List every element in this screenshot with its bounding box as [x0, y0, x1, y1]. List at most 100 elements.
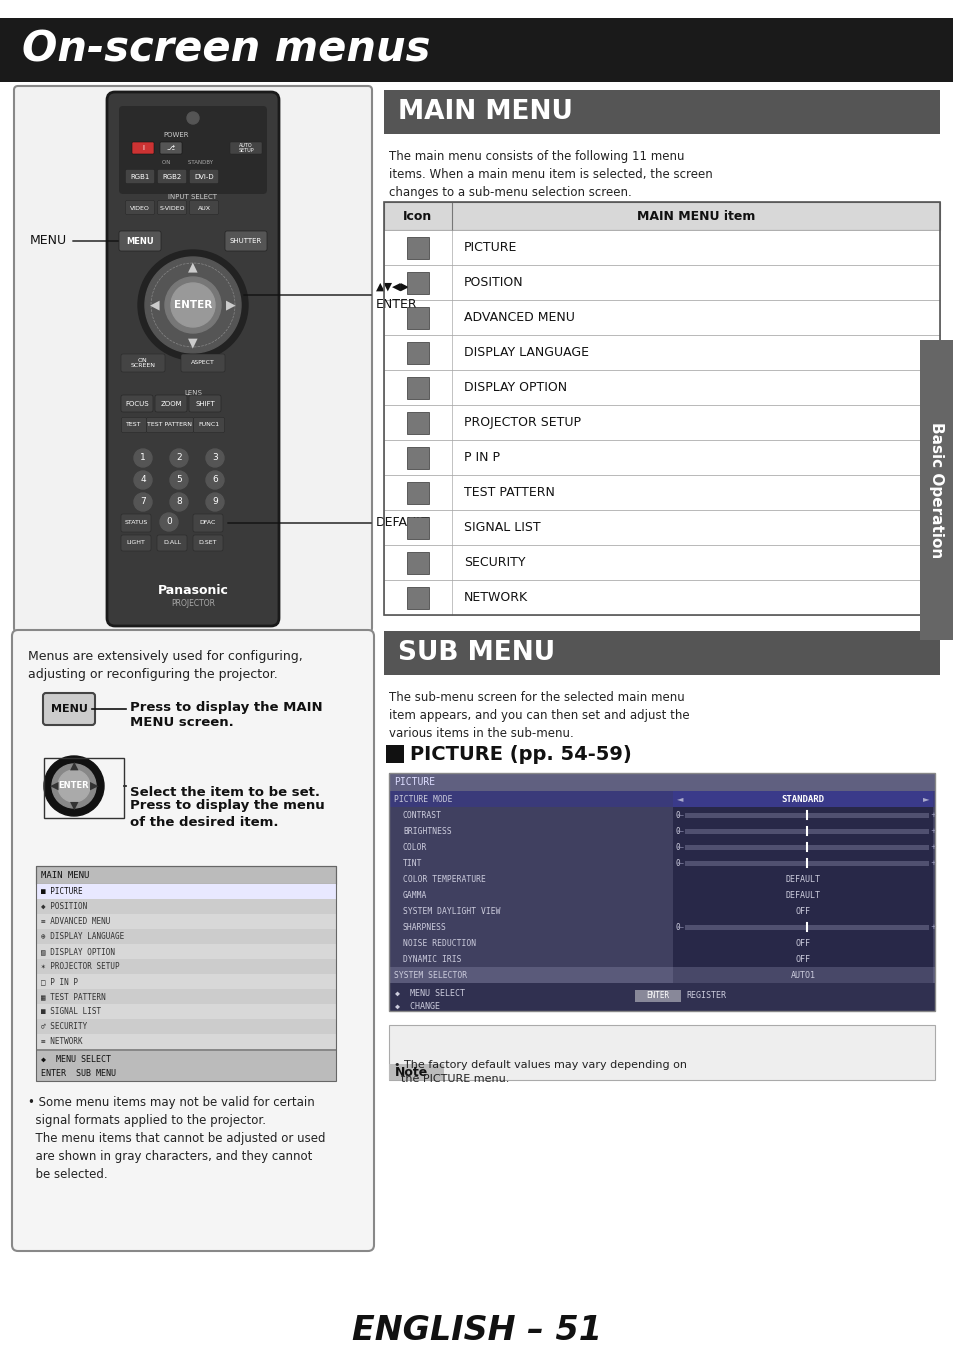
Text: ▲▼◀▶: ▲▼◀▶	[375, 282, 410, 292]
Text: ENTER: ENTER	[59, 782, 90, 791]
Text: POSITION: POSITION	[463, 275, 523, 289]
Bar	[389, 919, 934, 936]
Circle shape	[206, 471, 224, 489]
Bar	[407, 412, 429, 433]
Bar	[384, 90, 939, 134]
Bar	[36, 899, 335, 914]
Bar	[672, 950, 932, 967]
Text: ENTER: ENTER	[173, 300, 212, 310]
Text: AUTO
SETUP: AUTO SETUP	[238, 143, 253, 154]
Bar	[36, 929, 335, 944]
Text: 3: 3	[212, 454, 217, 463]
Bar	[389, 936, 934, 950]
Bar	[389, 824, 934, 838]
Text: Press to display the MAIN
MENU screen.: Press to display the MAIN MENU screen.	[130, 701, 322, 729]
Text: ►: ►	[922, 795, 928, 803]
Text: S-VIDEO: S-VIDEO	[159, 205, 185, 211]
Bar	[672, 807, 932, 824]
FancyBboxPatch shape	[121, 514, 151, 532]
Bar	[389, 1064, 443, 1080]
Circle shape	[133, 450, 152, 467]
Text: DEFAULT: DEFAULT	[784, 891, 820, 899]
Text: ▼: ▼	[188, 336, 197, 350]
Text: ▲: ▲	[188, 261, 197, 274]
Bar	[672, 824, 932, 838]
Bar	[384, 300, 939, 335]
Bar	[389, 950, 934, 967]
Circle shape	[133, 493, 152, 512]
Bar	[407, 306, 429, 328]
Text: ▲: ▲	[70, 761, 78, 771]
Bar	[389, 791, 934, 807]
Text: PROJECTOR: PROJECTOR	[171, 599, 214, 609]
Text: 0: 0	[166, 517, 172, 526]
Text: PICTURE: PICTURE	[394, 778, 435, 787]
Bar	[407, 271, 429, 293]
Text: +: +	[929, 844, 935, 850]
Bar	[634, 990, 680, 1002]
Text: ◆  MENU SELECT: ◆ MENU SELECT	[395, 988, 464, 998]
Text: GAMMA: GAMMA	[402, 891, 427, 899]
Bar	[672, 919, 932, 936]
Text: ■ SIGNAL LIST: ■ SIGNAL LIST	[41, 1007, 101, 1017]
Bar	[384, 510, 939, 545]
Text: ASPECT: ASPECT	[191, 360, 214, 366]
Text: • The factory default values may vary depending on
  the PICTURE menu.: • The factory default values may vary de…	[394, 1060, 686, 1084]
Bar	[384, 545, 939, 580]
Text: ▨ DISPLAY OPTION: ▨ DISPLAY OPTION	[41, 946, 115, 956]
Bar	[407, 482, 429, 504]
FancyBboxPatch shape	[43, 693, 95, 725]
Bar	[389, 807, 934, 824]
Text: ▶: ▶	[90, 782, 98, 791]
Bar	[36, 1034, 335, 1049]
Text: 0: 0	[676, 859, 679, 868]
FancyBboxPatch shape	[121, 354, 165, 373]
Text: OFF: OFF	[795, 938, 810, 948]
Text: DFAC: DFAC	[199, 521, 216, 525]
FancyBboxPatch shape	[181, 354, 225, 373]
Text: FUNC1: FUNC1	[198, 423, 219, 428]
Bar	[672, 936, 932, 950]
Text: SHIFT: SHIFT	[195, 401, 214, 406]
Bar	[384, 335, 939, 370]
Text: BRIGHTNESS: BRIGHTNESS	[402, 826, 452, 836]
Text: • Some menu items may not be valid for certain
  signal formats applied to the p: • Some menu items may not be valid for c…	[28, 1096, 325, 1181]
Circle shape	[160, 513, 178, 531]
Text: ▶: ▶	[226, 298, 235, 312]
Circle shape	[44, 756, 104, 815]
Text: MENU: MENU	[126, 236, 153, 246]
Bar	[672, 855, 932, 871]
Text: RGB1: RGB1	[131, 174, 150, 180]
FancyBboxPatch shape	[121, 396, 152, 412]
Text: —: —	[677, 844, 683, 850]
Text: TEST PATTERN: TEST PATTERN	[463, 486, 555, 500]
Bar	[384, 630, 939, 675]
Bar	[384, 370, 939, 405]
Text: SECURITY: SECURITY	[463, 556, 525, 568]
Circle shape	[138, 250, 248, 360]
FancyBboxPatch shape	[12, 630, 374, 1251]
Text: 6: 6	[212, 475, 217, 485]
FancyBboxPatch shape	[157, 201, 186, 215]
Bar	[407, 586, 429, 609]
FancyBboxPatch shape	[107, 92, 278, 626]
Bar	[684, 925, 928, 930]
Bar	[672, 871, 932, 887]
Text: PICTURE MODE: PICTURE MODE	[394, 795, 452, 803]
FancyBboxPatch shape	[190, 170, 218, 184]
Text: LIGHT: LIGHT	[127, 540, 145, 545]
Text: Panasonic: Panasonic	[157, 583, 228, 597]
Text: 0: 0	[676, 826, 679, 836]
Text: On-screen menus: On-screen menus	[22, 28, 430, 72]
Text: ENGLISH – 51: ENGLISH – 51	[352, 1314, 601, 1346]
Text: DYNAMIC IRIS: DYNAMIC IRIS	[402, 954, 461, 964]
Bar	[684, 813, 928, 818]
Text: ♂ SECURITY: ♂ SECURITY	[41, 1022, 87, 1031]
Text: 1: 1	[140, 454, 146, 463]
Text: TEST PATTERN: TEST PATTERN	[148, 423, 193, 428]
Text: ≡ NETWORK: ≡ NETWORK	[41, 1037, 83, 1046]
Circle shape	[187, 112, 199, 124]
Text: CONTRAST: CONTRAST	[402, 810, 441, 819]
Text: ■ PICTURE: ■ PICTURE	[41, 887, 83, 896]
Text: 4: 4	[140, 475, 146, 485]
